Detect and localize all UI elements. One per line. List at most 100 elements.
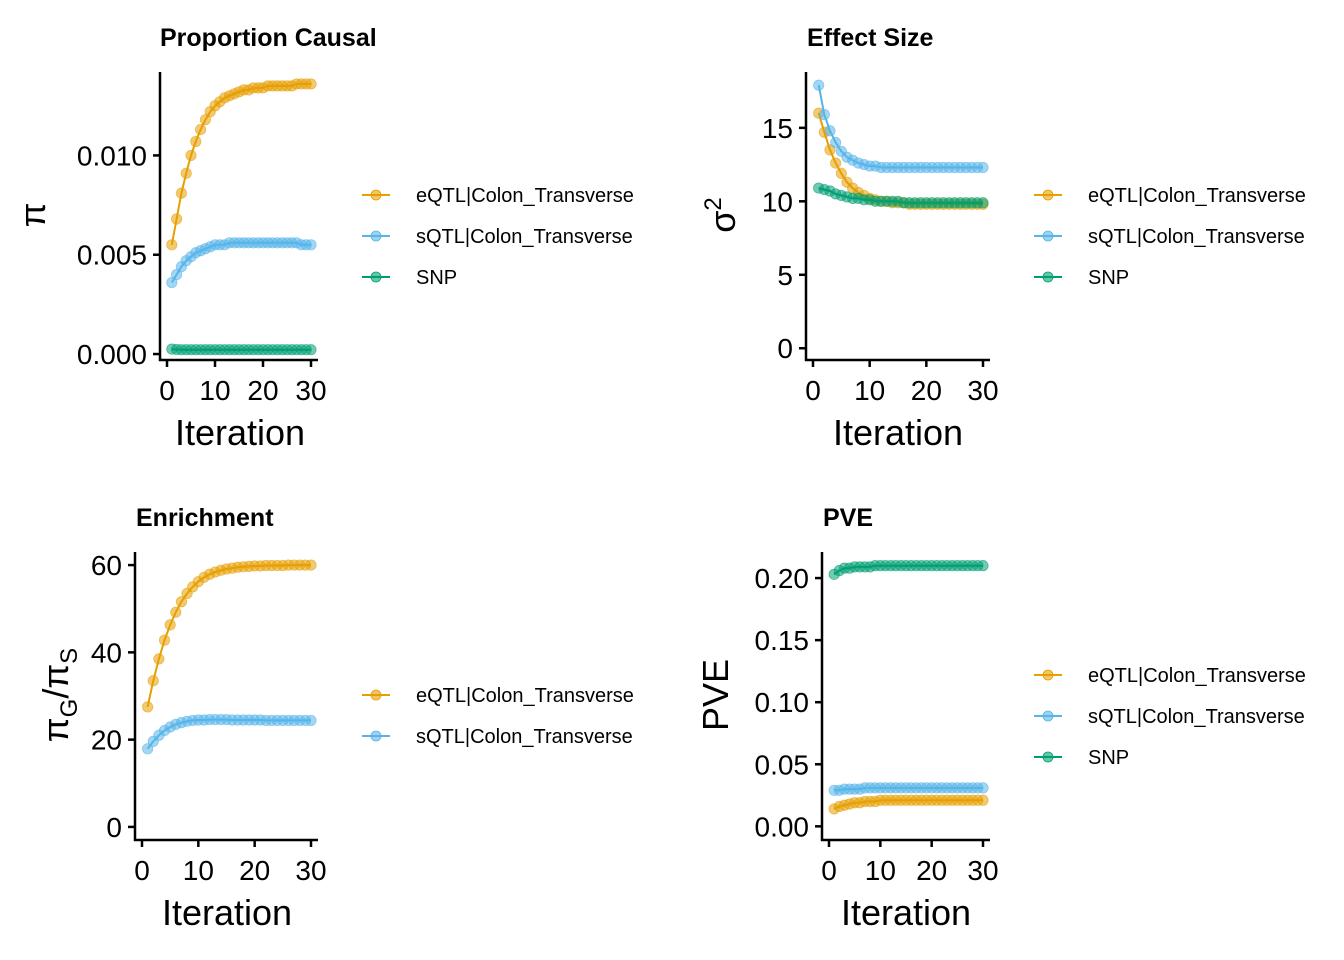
data-point <box>824 144 836 156</box>
y-tick-label: 0.05 <box>755 749 810 780</box>
data-point <box>305 78 317 90</box>
x-tick-label: 20 <box>916 855 947 886</box>
data-point <box>170 606 182 618</box>
y-label-main: π <box>12 203 53 228</box>
legend-key-point <box>1042 710 1054 722</box>
data-point <box>305 559 317 571</box>
legend-key-point <box>370 730 382 742</box>
y-label-sub-s: S <box>56 648 83 664</box>
data-point <box>153 653 165 665</box>
series-line-0 <box>170 82 311 245</box>
data-point <box>171 213 183 225</box>
y-tick-label: 0.00 <box>755 811 810 842</box>
y-tick-label: 10 <box>762 186 793 217</box>
y-tick-label: 40 <box>91 637 122 668</box>
legend-key-point <box>1042 669 1054 681</box>
y-tick-label: 0.010 <box>77 140 147 171</box>
y-tick-label: 5 <box>777 260 793 291</box>
y-axis-label: πG/πS <box>35 648 83 742</box>
y-label-pi: π <box>35 717 76 742</box>
legend-label: eQTL|Colon_Transverse <box>1088 665 1306 687</box>
y-axis-label: PVE <box>695 659 736 731</box>
data-point <box>824 125 836 137</box>
x-tick-label: 30 <box>967 855 998 886</box>
data-point <box>175 596 188 608</box>
legend-key-point <box>1042 189 1054 201</box>
y-tick-label: 0.15 <box>755 625 810 656</box>
x-axis-label: Iteration <box>175 412 305 453</box>
data-point <box>190 135 202 148</box>
y-label-superscript: 2 <box>700 197 727 210</box>
y-tick-label: 0.20 <box>755 563 810 594</box>
x-tick-label: 20 <box>247 375 278 406</box>
legend-key-point <box>370 230 382 242</box>
legend-key-point <box>370 689 382 701</box>
x-tick-label: 10 <box>183 855 214 886</box>
data-point <box>818 109 830 121</box>
x-tick-label: 0 <box>805 375 821 406</box>
data-point <box>830 136 842 149</box>
data-point <box>977 560 989 572</box>
legend-key-point <box>1042 271 1054 283</box>
legend-label: eQTL|Colon_Transverse <box>1088 185 1306 207</box>
data-point <box>813 79 825 91</box>
data-point <box>142 743 154 755</box>
data-point <box>142 701 154 713</box>
x-tick-label: 0 <box>821 855 837 886</box>
data-point <box>977 197 989 209</box>
x-tick-label: 10 <box>854 375 885 406</box>
x-tick-label: 20 <box>239 855 270 886</box>
chart-title: PVE <box>823 504 873 532</box>
x-tick-label: 30 <box>295 375 326 406</box>
chart-title: Enrichment <box>136 504 274 532</box>
y-tick-label: 0.000 <box>77 339 147 370</box>
x-tick-label: 20 <box>911 375 942 406</box>
legend-key-point <box>370 271 382 283</box>
series-line-0 <box>146 564 311 708</box>
y-axis-label: π <box>12 203 53 228</box>
legend-label: sQTL|Colon_Transverse <box>1088 706 1305 728</box>
legend-label: eQTL|Colon_Transverse <box>416 185 634 207</box>
y-label-slash: /π <box>35 664 76 699</box>
chart-title: Effect Size <box>807 24 934 52</box>
y-tick-label: 0.005 <box>77 240 147 271</box>
y-label-main: σ <box>702 211 743 233</box>
data-point <box>185 149 197 162</box>
legend-label: SNP <box>1088 747 1129 769</box>
y-tick-label: 60 <box>91 550 122 581</box>
chart-panel-0: Proportion Causal 0.000 0.005 0.010 0 10 20 30 I… <box>12 24 634 453</box>
y-tick-label: 0 <box>106 812 122 843</box>
x-axis-label: Iteration <box>162 892 292 933</box>
y-tick-label: 0.10 <box>755 687 810 718</box>
y-label-sub-g: G <box>56 699 83 718</box>
legend-label: sQTL|Colon_Transverse <box>416 726 633 748</box>
legend-key-point <box>370 189 382 201</box>
data-point <box>166 239 178 251</box>
data-point <box>305 344 317 356</box>
data-point <box>180 167 192 179</box>
data-point <box>977 161 989 174</box>
x-axis-label: Iteration <box>841 892 971 933</box>
y-tick-label: 0 <box>777 333 793 364</box>
data-point <box>147 675 159 687</box>
data-point <box>305 239 317 251</box>
data-point <box>305 714 317 727</box>
x-tick-label: 30 <box>295 855 326 886</box>
x-tick-label: 10 <box>199 375 230 406</box>
data-point <box>175 187 187 199</box>
x-tick-label: 0 <box>159 375 175 406</box>
y-tick-label: 20 <box>91 725 122 756</box>
legend-label: eQTL|Colon_Transverse <box>416 685 634 707</box>
data-point <box>835 167 847 179</box>
data-point <box>830 157 842 169</box>
legend-label: sQTL|Colon_Transverse <box>416 226 633 248</box>
y-label-main: PVE <box>695 659 736 731</box>
data-point <box>158 634 171 646</box>
x-tick-label: 30 <box>967 375 998 406</box>
data-point <box>977 782 989 794</box>
chart-title: Proportion Causal <box>160 24 377 52</box>
legend-label: sQTL|Colon_Transverse <box>1088 226 1305 248</box>
